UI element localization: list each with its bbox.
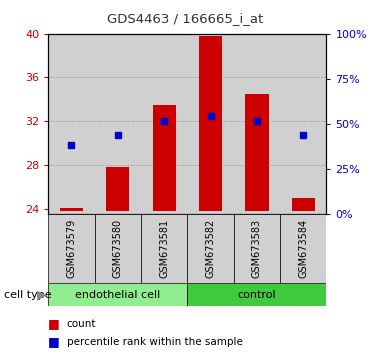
Bar bbox=[187, 34, 234, 214]
Bar bbox=[234, 34, 280, 214]
Bar bbox=[199, 36, 222, 211]
Bar bbox=[106, 167, 129, 211]
Text: GSM673583: GSM673583 bbox=[252, 219, 262, 278]
Text: GSM673580: GSM673580 bbox=[113, 219, 123, 278]
Text: percentile rank within the sample: percentile rank within the sample bbox=[67, 337, 243, 347]
Text: ■: ■ bbox=[48, 318, 60, 330]
Text: GSM673581: GSM673581 bbox=[159, 219, 169, 278]
Bar bbox=[48, 214, 95, 283]
Bar bbox=[95, 214, 141, 283]
Text: GSM673579: GSM673579 bbox=[66, 219, 76, 278]
Bar bbox=[280, 214, 326, 283]
Bar bbox=[141, 214, 187, 283]
Bar bbox=[48, 283, 187, 306]
Text: GSM673582: GSM673582 bbox=[206, 219, 216, 278]
Bar bbox=[152, 105, 176, 211]
Bar bbox=[60, 207, 83, 211]
Text: endothelial cell: endothelial cell bbox=[75, 290, 160, 300]
Text: ▶: ▶ bbox=[37, 288, 47, 301]
Bar bbox=[245, 94, 269, 211]
Text: GDS4463 / 166665_i_at: GDS4463 / 166665_i_at bbox=[107, 12, 264, 25]
Text: ■: ■ bbox=[48, 335, 60, 348]
Text: cell type: cell type bbox=[4, 290, 51, 300]
Bar bbox=[187, 283, 326, 306]
Text: GSM673584: GSM673584 bbox=[298, 219, 308, 278]
Text: count: count bbox=[67, 319, 96, 329]
Bar bbox=[234, 214, 280, 283]
Bar bbox=[280, 34, 326, 214]
Bar bbox=[48, 34, 95, 214]
Text: control: control bbox=[237, 290, 276, 300]
Bar bbox=[187, 214, 234, 283]
Bar bbox=[292, 198, 315, 211]
Bar bbox=[95, 34, 141, 214]
Bar bbox=[141, 34, 187, 214]
